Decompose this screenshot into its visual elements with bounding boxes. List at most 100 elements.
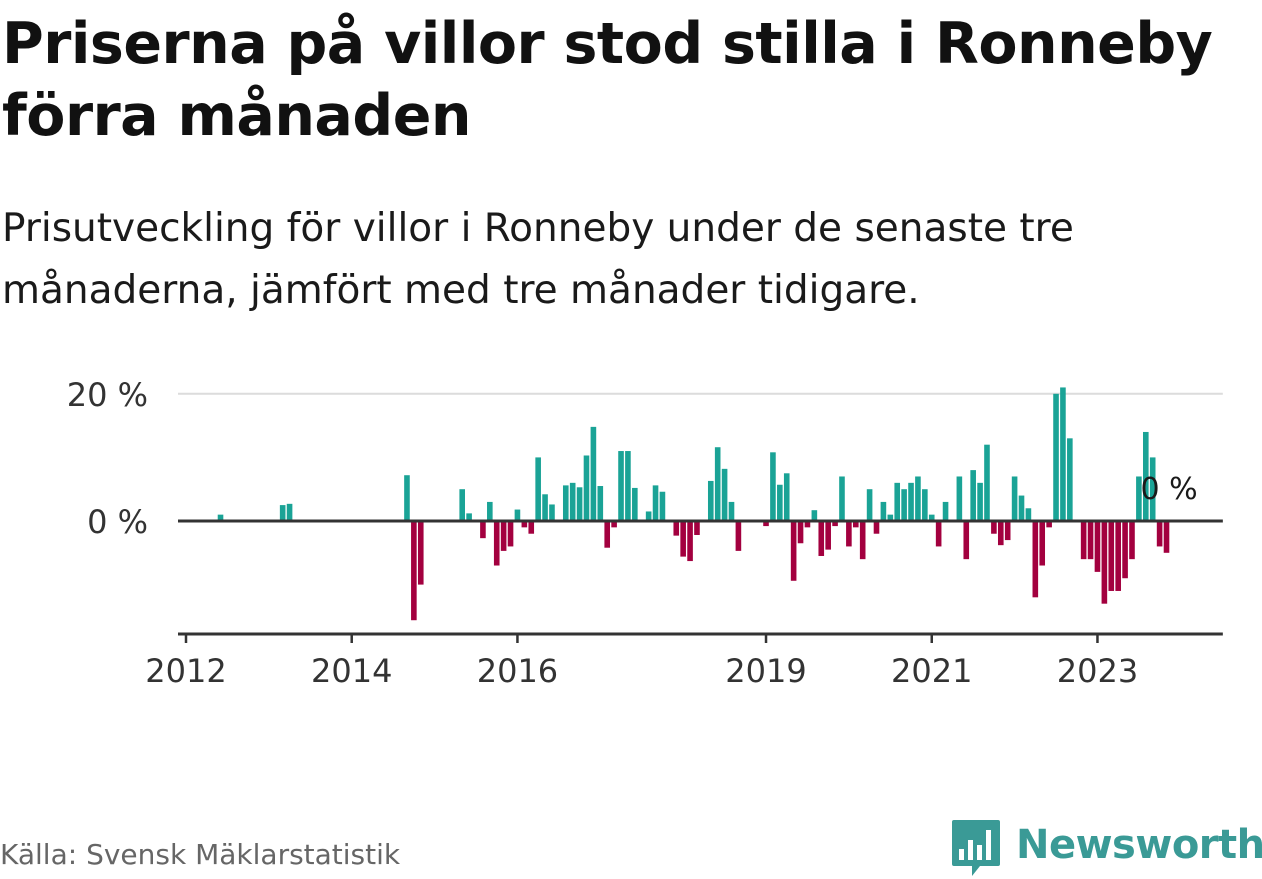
bar (852, 521, 859, 528)
bar (1143, 431, 1149, 521)
bar (562, 485, 569, 521)
bar (991, 521, 997, 534)
bar (217, 514, 224, 521)
last-value-label: 0 % (1141, 472, 1198, 507)
bar (922, 489, 928, 521)
bar (1053, 393, 1059, 521)
bar (728, 501, 735, 521)
bar (1163, 521, 1170, 553)
bar (873, 521, 880, 534)
bar (611, 521, 617, 528)
bar (1067, 438, 1073, 521)
bar (1122, 521, 1128, 579)
bar (286, 503, 293, 521)
bars (217, 387, 1170, 621)
x-tick-label: 2016 (477, 652, 558, 690)
bar (866, 489, 873, 521)
bar (1101, 521, 1108, 604)
x-tick-label: 2014 (311, 652, 392, 690)
bar (721, 468, 728, 521)
bar (590, 426, 597, 521)
x-tick-label: 2012 (145, 652, 226, 690)
bar (404, 475, 410, 521)
bar (480, 521, 486, 539)
bar (777, 484, 783, 521)
x-tick-label: 2023 (1057, 652, 1138, 690)
bar (493, 521, 500, 566)
bar (977, 482, 983, 521)
bar (880, 501, 887, 521)
bar-chart-speech-bubble-icon (952, 820, 1000, 876)
bar (1011, 476, 1018, 521)
bar (811, 510, 818, 521)
bar (625, 451, 631, 521)
bar (818, 521, 825, 556)
bar (859, 521, 866, 560)
bar (1080, 521, 1087, 560)
bar (569, 482, 576, 521)
bar (680, 521, 686, 557)
bar (645, 511, 652, 521)
bar (1149, 457, 1156, 521)
bar (507, 521, 514, 547)
bar (632, 487, 638, 521)
bar (597, 486, 604, 521)
bar (1108, 521, 1115, 591)
bar (514, 509, 521, 521)
bar (411, 521, 417, 621)
chart-subtitle: Prisutveckling för villor i Ronneby unde… (2, 206, 1074, 313)
bar (583, 455, 590, 521)
axis-labels: 0 % 20 % 2012 2014 2016 2019 2021 2023 0 % (67, 376, 1198, 690)
bar (604, 521, 611, 548)
bar (1060, 387, 1066, 521)
bar (1046, 521, 1052, 528)
bar (417, 521, 424, 585)
bar (935, 521, 942, 547)
y-tick-label: 0 % (87, 503, 148, 541)
bar (956, 476, 963, 521)
y-tick-label: 20 % (67, 376, 148, 414)
bar (707, 480, 714, 521)
bar (1129, 521, 1135, 560)
bar (694, 521, 700, 535)
bar (915, 476, 921, 521)
bar (887, 514, 894, 521)
bar (1156, 521, 1163, 547)
bar (466, 513, 472, 521)
bar (549, 504, 555, 521)
bar (790, 521, 797, 581)
bar (984, 444, 990, 521)
bar (1018, 495, 1025, 521)
bar (459, 489, 465, 521)
bar-chart: 0 % 20 % 2012 2014 2016 2019 2021 2023 0 % (67, 376, 1223, 690)
bar (1136, 476, 1142, 521)
x-tick-label: 2021 (891, 652, 972, 690)
bar (770, 452, 776, 521)
bar (687, 521, 693, 562)
bar (521, 521, 528, 528)
bar (825, 521, 831, 550)
bar (1004, 521, 1011, 541)
newsworthy-logo: Newsworthy (950, 818, 1262, 878)
bar (928, 514, 935, 521)
axes (178, 519, 1223, 643)
bar (714, 447, 721, 521)
bar (846, 521, 852, 547)
bar (901, 489, 907, 521)
bar (576, 487, 583, 521)
bar (783, 473, 790, 521)
bar (797, 521, 804, 544)
bar (763, 521, 769, 527)
bar (735, 521, 742, 551)
bar (894, 482, 901, 521)
bar (832, 521, 838, 527)
bar (652, 485, 659, 521)
bar (1032, 521, 1039, 598)
bar (528, 521, 535, 534)
source-note: Källa: Svensk Mäklarstatistik (0, 838, 401, 871)
bar (942, 501, 949, 521)
bar (487, 501, 493, 521)
bar (542, 494, 548, 521)
chart-title: Priserna på villor stod stilla i Ronneby… (2, 11, 1213, 149)
bar (1087, 521, 1094, 560)
